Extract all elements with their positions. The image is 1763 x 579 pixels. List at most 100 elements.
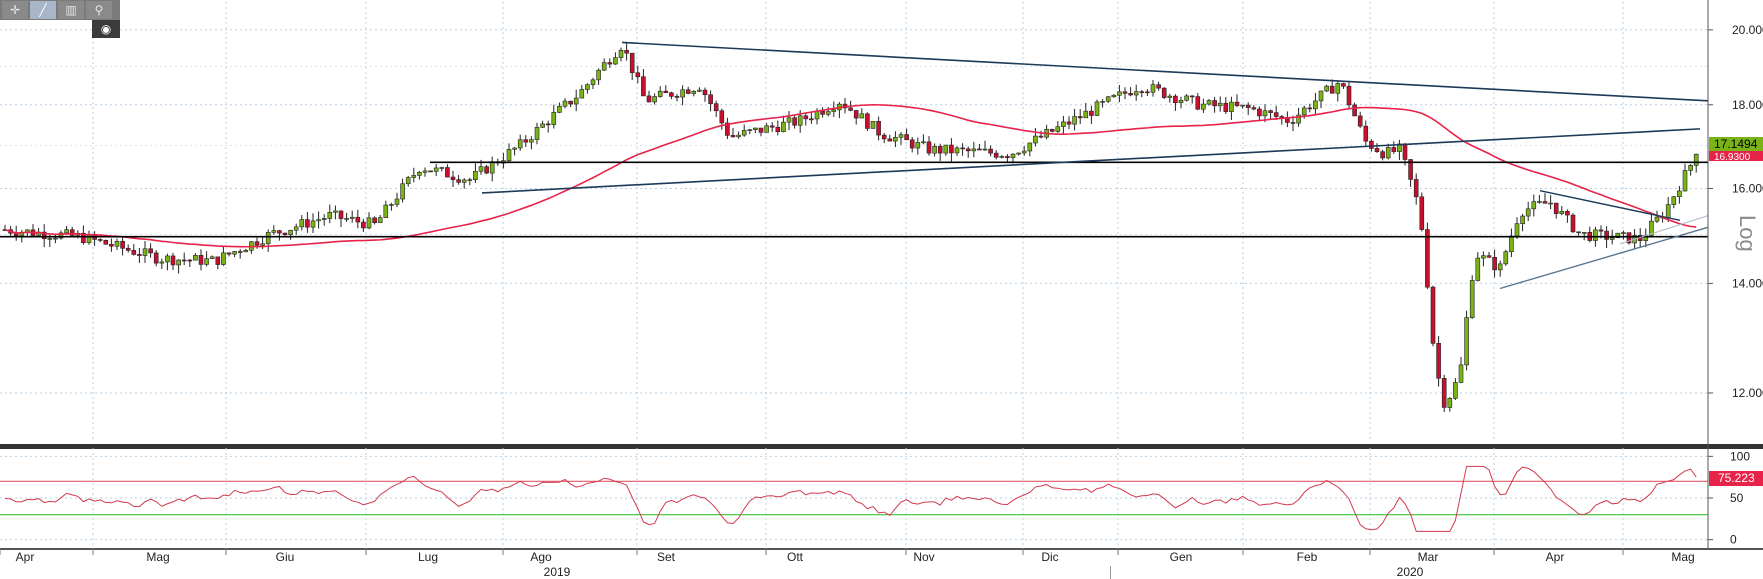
panel-divider bbox=[0, 444, 1763, 449]
candle-body bbox=[932, 145, 937, 154]
candle-body bbox=[954, 147, 960, 154]
candle-body bbox=[506, 149, 512, 161]
rsi-y-axis: 0 50 100 bbox=[1708, 449, 1750, 547]
candle-body bbox=[327, 211, 333, 219]
candle-body bbox=[1576, 231, 1581, 234]
candle-body bbox=[618, 49, 624, 58]
candle-body bbox=[596, 69, 601, 81]
candle-body bbox=[1441, 377, 1447, 408]
candle-body bbox=[344, 218, 349, 220]
candle-body bbox=[120, 240, 125, 249]
candle-body bbox=[1251, 107, 1257, 110]
candle-body bbox=[153, 252, 159, 264]
candle-body bbox=[1111, 94, 1117, 98]
candle-body bbox=[181, 259, 187, 262]
candle-body bbox=[1089, 110, 1094, 116]
candle-body bbox=[433, 167, 439, 172]
candle-body bbox=[1234, 101, 1240, 106]
candle-body bbox=[870, 121, 876, 129]
candle-body bbox=[1609, 237, 1615, 240]
candle-body bbox=[663, 90, 669, 94]
candle-body bbox=[125, 247, 131, 251]
candle-body bbox=[243, 249, 249, 253]
candle-body bbox=[1671, 196, 1677, 205]
x-axis-line bbox=[0, 548, 1763, 550]
bar-chart-icon[interactable]: ▥ bbox=[58, 1, 84, 19]
candle-body bbox=[1514, 223, 1520, 237]
zoom-icon[interactable]: ⚲ bbox=[86, 1, 112, 19]
candle-body bbox=[1475, 257, 1481, 281]
candle-body bbox=[781, 121, 786, 132]
candle-body bbox=[1481, 255, 1486, 259]
candle-body bbox=[1021, 150, 1027, 154]
moving-average-line bbox=[4, 103, 1697, 248]
candle-body bbox=[977, 148, 982, 151]
candle-body bbox=[81, 232, 86, 243]
x-year-label: 2019 bbox=[544, 565, 571, 579]
candle-body bbox=[965, 148, 971, 152]
x-year-label: 2020 bbox=[1397, 565, 1424, 579]
triangle-upper-line bbox=[1539, 190, 1681, 221]
candle-body bbox=[1189, 95, 1195, 98]
candle-body bbox=[1565, 210, 1570, 216]
candle-body bbox=[377, 217, 383, 224]
candle-body bbox=[585, 84, 590, 90]
candle-body bbox=[254, 241, 260, 246]
candle-body bbox=[786, 117, 792, 123]
candle-body bbox=[1357, 115, 1363, 127]
candle-body bbox=[613, 57, 618, 65]
candle-body bbox=[1195, 96, 1201, 110]
candle-body bbox=[1240, 104, 1245, 107]
candle-body bbox=[355, 216, 361, 223]
candle-body bbox=[1413, 179, 1419, 198]
candle-body bbox=[53, 237, 58, 240]
candle-body bbox=[792, 117, 797, 126]
candle-body bbox=[114, 240, 120, 247]
candle-body bbox=[47, 238, 53, 240]
candle-body bbox=[1486, 255, 1492, 258]
candle-body bbox=[1217, 102, 1223, 107]
candle-body bbox=[422, 170, 428, 173]
candle-body bbox=[960, 147, 965, 150]
candle-body bbox=[1665, 204, 1671, 219]
candle-body bbox=[1402, 143, 1408, 160]
candle-body bbox=[1548, 202, 1553, 205]
candle-body bbox=[1105, 96, 1111, 102]
candles bbox=[2, 42, 1699, 413]
y-tick-label: 12.0000 bbox=[1732, 386, 1763, 400]
rsi-tick-label: 0 bbox=[1730, 533, 1737, 547]
candle-body bbox=[1682, 170, 1688, 192]
grid bbox=[0, 2, 1708, 548]
candle-body bbox=[400, 183, 405, 200]
candle-body bbox=[607, 62, 613, 65]
candle-body bbox=[820, 110, 825, 115]
candle-body bbox=[1262, 110, 1268, 117]
candle-body bbox=[1184, 95, 1189, 101]
draw-line-icon[interactable]: ╱ bbox=[30, 1, 56, 19]
candle-body bbox=[1150, 84, 1156, 93]
candle-body bbox=[1100, 101, 1105, 103]
candle-body bbox=[142, 248, 148, 256]
settings-icon[interactable]: ◉ bbox=[92, 20, 120, 38]
candle-body bbox=[1352, 104, 1357, 117]
candle-body bbox=[221, 252, 226, 265]
candle-body bbox=[680, 89, 685, 98]
candle-body bbox=[915, 142, 921, 149]
candle-body bbox=[1010, 153, 1016, 158]
candle-body bbox=[1453, 382, 1458, 399]
candle-body bbox=[568, 100, 573, 105]
candle-body bbox=[1598, 229, 1604, 232]
candle-body bbox=[97, 239, 103, 241]
candle-body bbox=[1083, 110, 1089, 119]
candle-body bbox=[797, 115, 803, 126]
crosshair-icon[interactable]: ✛ bbox=[2, 1, 28, 19]
candle-body bbox=[949, 144, 954, 154]
candle-body bbox=[282, 232, 288, 235]
candle-body bbox=[467, 179, 473, 181]
candle-body bbox=[1273, 112, 1279, 117]
candle-body bbox=[1408, 159, 1413, 180]
candle-body bbox=[64, 229, 69, 234]
candle-body bbox=[697, 89, 702, 92]
candle-body bbox=[1688, 165, 1693, 171]
candle-body bbox=[405, 177, 411, 185]
